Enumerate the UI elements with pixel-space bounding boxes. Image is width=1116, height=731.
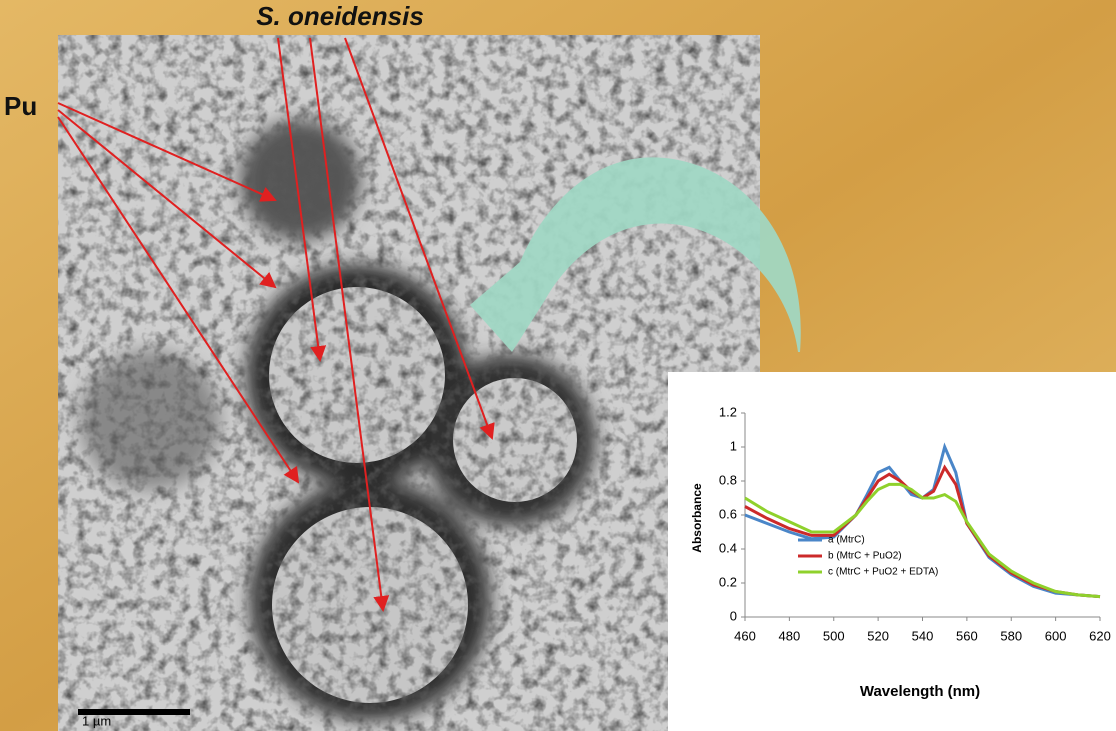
y-tick-label: 1 (730, 438, 737, 453)
y-tick-label: 0.6 (719, 506, 737, 521)
x-axis-title: Wavelength (nm) (860, 683, 980, 700)
y-tick-label: 0.8 (719, 472, 737, 487)
element-label: Pu (4, 91, 37, 121)
micrograph: 1 µm (58, 35, 760, 731)
figure: 1 µm S. oneidensis Pu Absorbance Wavelen… (0, 0, 1116, 731)
x-tick-label: 560 (956, 628, 978, 643)
y-tick-label: 0 (730, 608, 737, 623)
x-tick-label: 500 (823, 628, 845, 643)
scale-bar-label: 1 µm (82, 713, 111, 728)
y-axis-title: Absorbance (690, 483, 704, 553)
y-tick-label: 1.2 (719, 404, 737, 419)
x-tick-label: 540 (912, 628, 934, 643)
x-tick-label: 580 (1000, 628, 1022, 643)
x-tick-label: 520 (867, 628, 889, 643)
legend-label: c (MtrC + PuO2 + EDTA) (828, 567, 938, 578)
x-tick-label: 460 (734, 628, 756, 643)
x-tick-label: 620 (1089, 628, 1111, 643)
organism-label: S. oneidensis (256, 1, 424, 31)
x-tick-label: 600 (1045, 628, 1067, 643)
legend-label: b (MtrC + PuO2) (828, 551, 902, 562)
y-tick-label: 0.4 (719, 540, 737, 555)
y-tick-label: 0.2 (719, 574, 737, 589)
x-tick-label: 480 (779, 628, 801, 643)
